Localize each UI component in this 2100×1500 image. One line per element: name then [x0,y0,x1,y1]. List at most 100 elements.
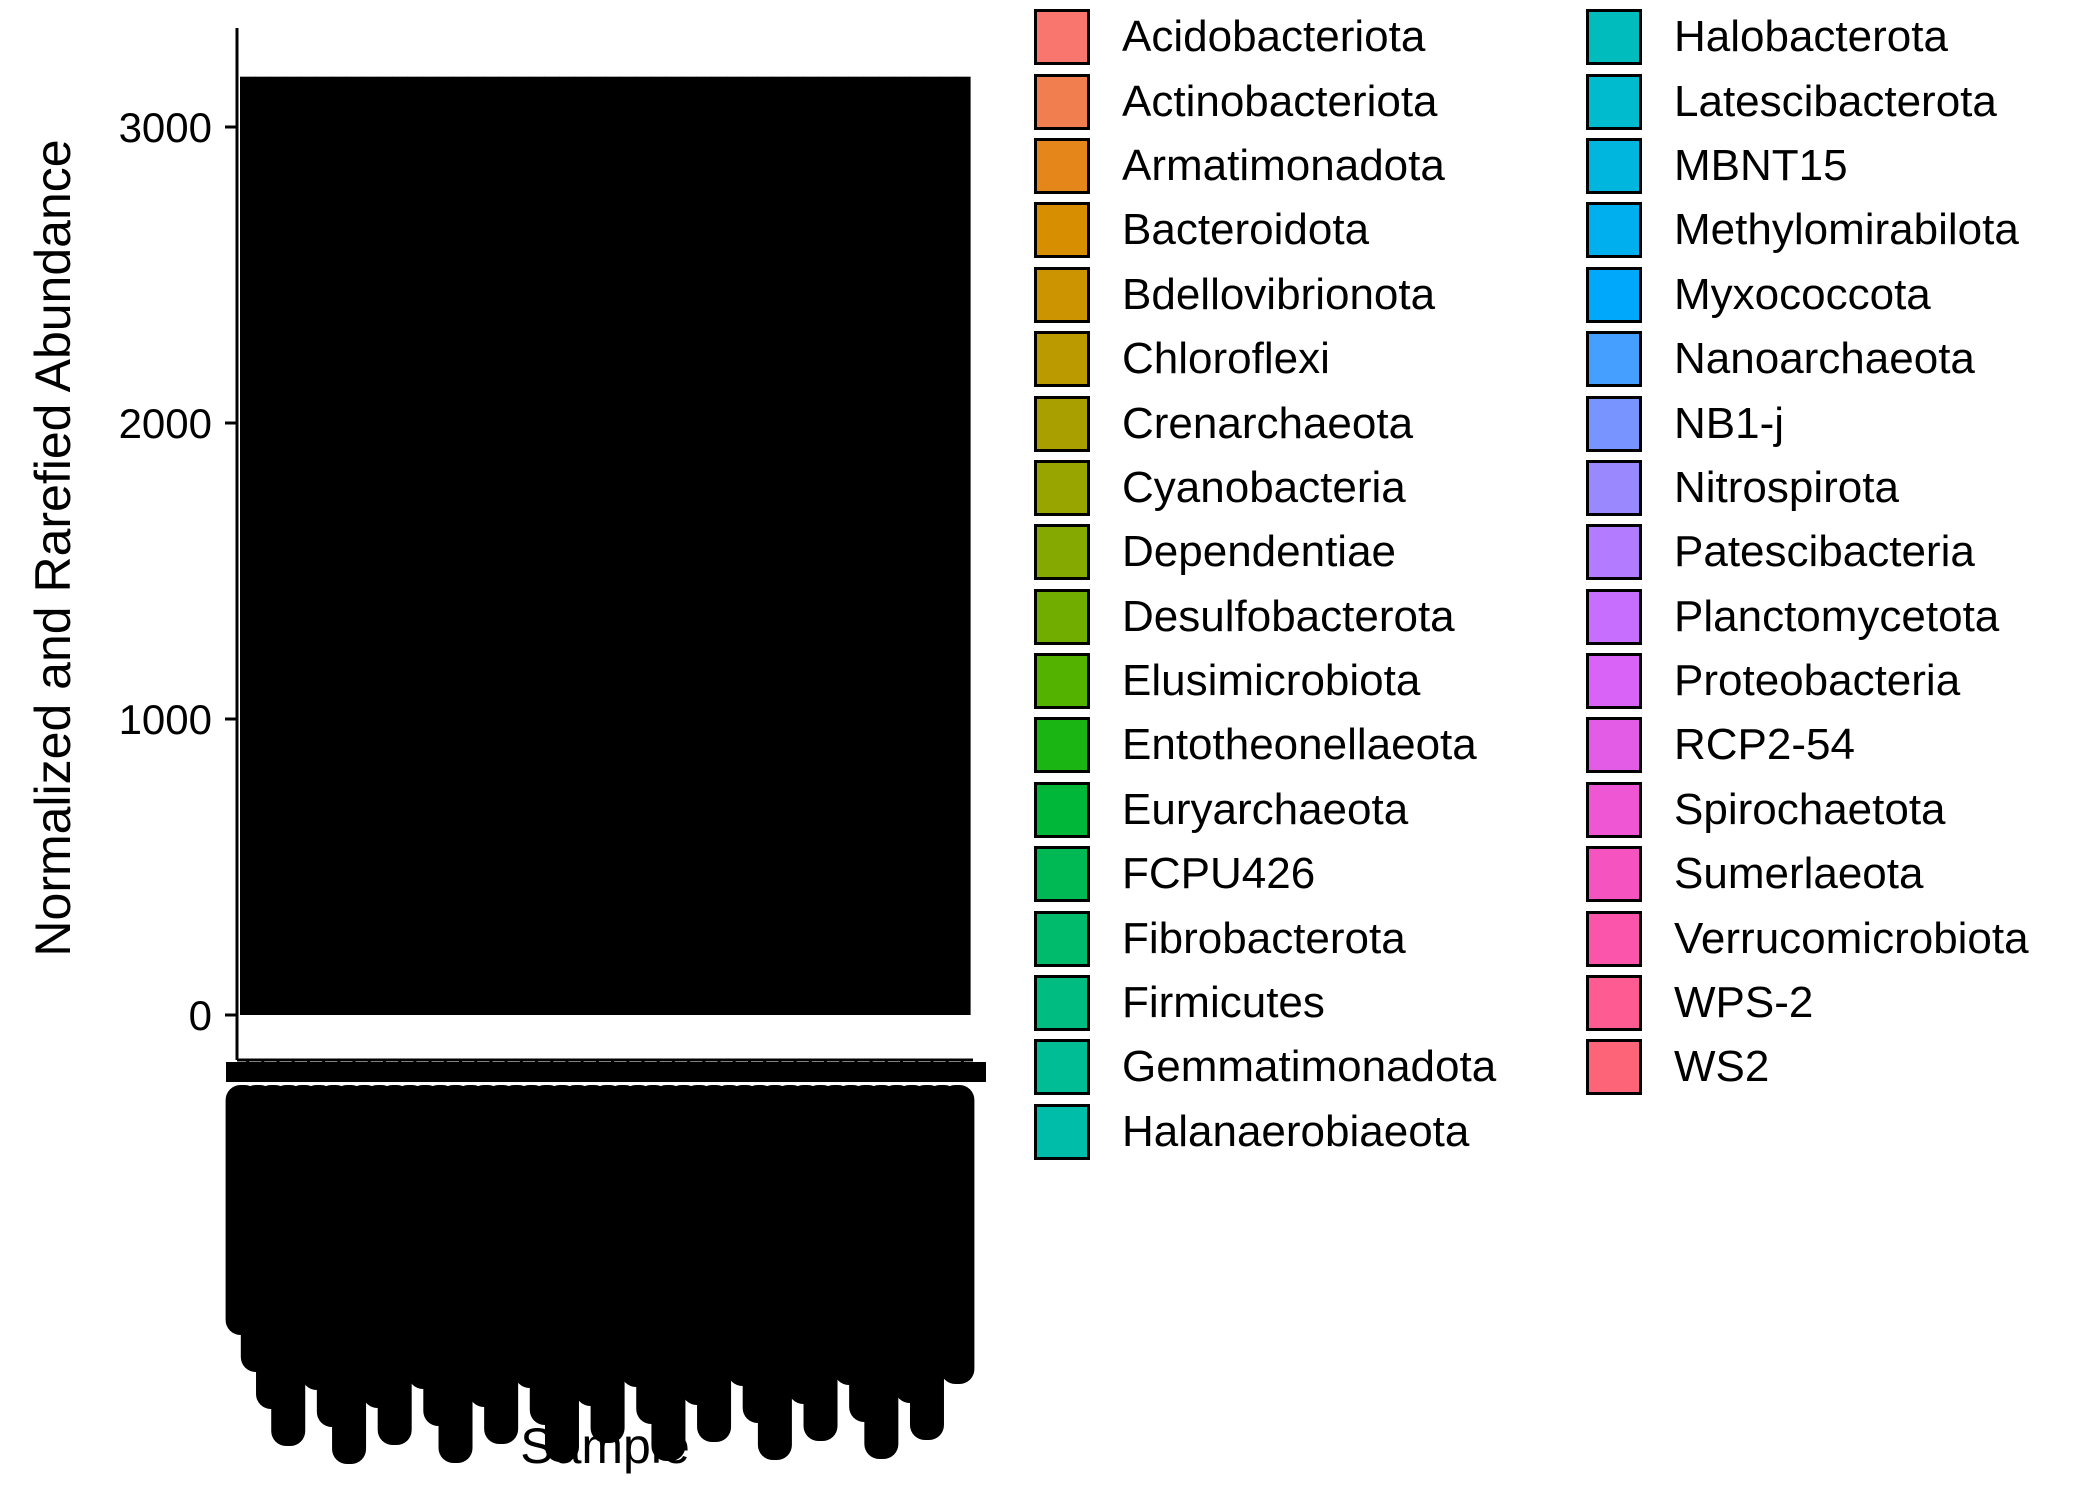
legend-label: WS2 [1674,1042,1770,1092]
legend-label: Firmicutes [1122,978,1325,1028]
legend-item: Latescibacterota [1586,69,2029,133]
sample-bar [757,76,773,1016]
legend-label: Planctomycetota [1674,591,2000,641]
legend-label: Sumerlaeota [1674,849,1924,899]
sample-bar [255,76,272,1016]
legend-label: Spirochaetota [1674,784,1946,834]
legend-color-swatch [1586,910,1642,967]
legend-color-swatch [1586,266,1642,323]
legend-color-swatch [1586,9,1642,66]
legend-item: Spirochaetota [1586,778,2029,842]
sample-bar [726,76,743,1016]
legend-item: MBNT15 [1586,134,2029,198]
legend-color-swatch [1586,717,1642,774]
legend-label: Armatimonadota [1122,140,1445,190]
y-tick-label: 0 [189,992,212,1039]
legend-column-right: Halobacterota Latescibacterota MBNT15 Methy… [1586,5,2029,1100]
x-tick-labels-overplotted [226,1062,986,1082]
legend-label: Desulfobacterota [1122,591,1455,641]
legend-color-swatch [1586,395,1642,452]
legend-color-swatch [1034,266,1090,323]
legend-label: MBNT15 [1674,140,1848,190]
legend-label: Nitrospirota [1674,462,1899,512]
legend-color-swatch [1034,1039,1090,1096]
legend-item: Crenarchaeota [1034,391,1496,455]
legend-label: Patescibacteria [1674,527,1975,577]
legend-label: Chloroflexi [1122,334,1330,384]
legend-column-left: Acidobacteriota Actinobacteriota Armatimon… [1034,5,1496,1164]
legend-item: Halobacterota [1586,5,2029,69]
legend-item: Euryarchaeota [1034,778,1496,842]
sample-bar [589,76,606,1016]
sample-bar [285,76,302,1016]
sample-bar [924,76,941,1016]
legend-label: Gemmatimonadota [1122,1042,1497,1092]
y-axis-title: Normalized and Rarefied Abundance [25,139,81,956]
legend-label: Dependentiae [1122,527,1397,577]
legend-color-swatch [1034,331,1090,388]
sample-bar [407,76,424,1016]
axes [235,28,973,1062]
legend-item: Gemmatimonadota [1034,1035,1496,1099]
sample-bar [802,76,819,1016]
legend-item: Elusimicrobiota [1034,649,1496,713]
sample-bar [346,76,363,1016]
sample-bar [954,76,971,1016]
legend-item: Desulfobacterota [1034,585,1496,649]
legend-color-swatch [1034,975,1090,1032]
legend-color-swatch [1034,717,1090,774]
legend-item: Methylomirabilota [1586,198,2029,262]
sample-bar [863,76,880,1016]
sample-bar [240,76,256,1016]
sample-bar [878,76,895,1016]
legend-label: Euryarchaeota [1122,784,1409,834]
legend-label: Entotheonellaeota [1122,720,1477,770]
legend-label: Acidobacteriota [1122,12,1426,62]
sample-bar [468,76,484,1016]
legend-color-swatch [1586,653,1642,710]
sample-bar [772,76,789,1016]
legend-item: Nanoarchaeota [1586,327,2029,391]
legend-label: Cyanobacteria [1122,462,1406,512]
legend-item: Halanaerobiaeota [1034,1100,1496,1164]
y-ticks: 0 1000 2000 3000 [119,104,237,1039]
legend-item: Sumerlaeota [1586,842,2029,906]
legend-label: Bdellovibrionota [1122,269,1436,319]
legend-color-swatch [1034,395,1090,452]
sample-bar [513,76,530,1016]
sample-bar [422,76,439,1016]
sample-bar [848,76,865,1016]
sample-bar [620,76,637,1016]
sample-bar [893,76,910,1016]
sample-bar [787,76,804,1016]
legend-color-swatch [1034,459,1090,516]
sample-bar [681,76,697,1016]
sample-bar [817,76,834,1016]
legend-color-swatch [1586,781,1642,838]
legend-color-swatch [1586,1039,1642,1096]
legend-item: Dependentiae [1034,520,1496,584]
legend-color-swatch [1586,73,1642,130]
legend-label: Halanaerobiaeota [1122,1106,1470,1156]
legend-item: Proteobacteria [1586,649,2029,713]
legend-color-swatch [1034,9,1090,66]
legend-color-swatch [1034,846,1090,903]
legend-item: Armatimonadota [1034,134,1496,198]
stacked-bars [240,76,971,1016]
sample-bar [939,76,956,1016]
legend-label: Myxococcota [1674,269,1931,319]
x-tick-label-glyph [940,1085,975,1384]
legend-item: NB1-j [1586,391,2029,455]
legend-item: Cyanobacteria [1034,456,1496,520]
sample-bar [316,76,332,1016]
sample-bar [331,76,348,1016]
sample-bar [498,76,515,1016]
legend-item: Actinobacteriota [1034,69,1496,133]
legend-item: Nitrospirota [1586,456,2029,520]
sample-bar [452,76,469,1016]
legend-item: WS2 [1586,1035,2029,1099]
legend-label: NB1-j [1674,398,1785,448]
legend-item: Bdellovibrionota [1034,263,1496,327]
legend-label: FCPU426 [1122,849,1316,899]
legend-label: WPS-2 [1674,978,1814,1028]
